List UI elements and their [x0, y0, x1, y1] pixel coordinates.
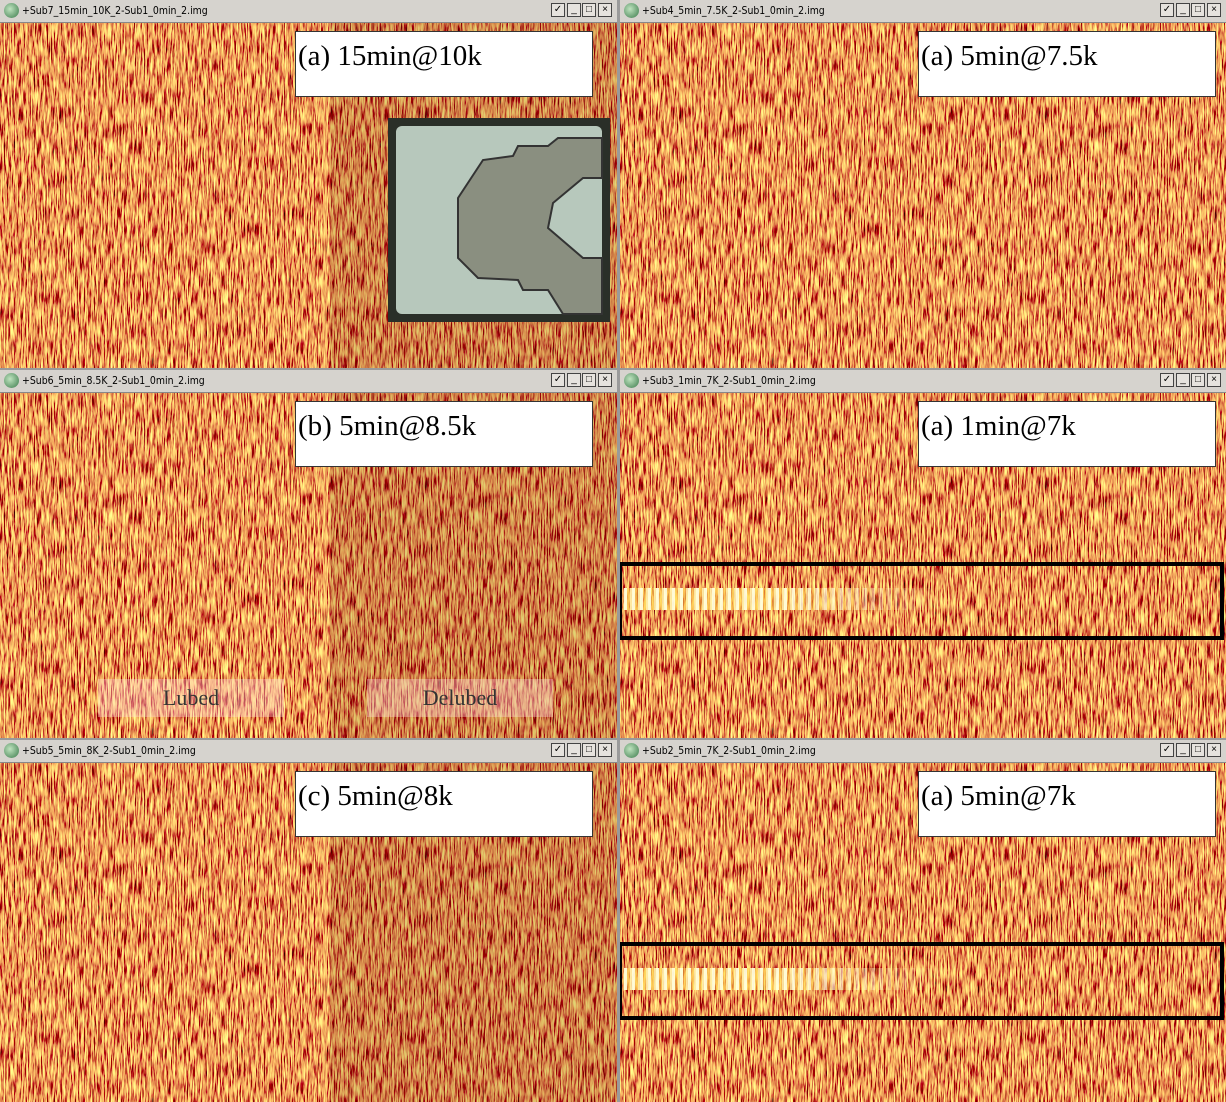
- close-button[interactable]: ×: [598, 743, 612, 757]
- window-label: (c) 5min@8k: [295, 771, 593, 837]
- checkbox-button[interactable]: ✓: [551, 743, 565, 757]
- image-area: (a) 1min@7k: [620, 393, 1226, 738]
- window-icon: [4, 743, 19, 758]
- image-area: (a) 5min@7k: [620, 763, 1226, 1102]
- window-label: (b) 5min@8.5k: [295, 401, 593, 467]
- image-window: +Sub4_5min_7.5K_2-Sub1_0min_2.img ✓_□× (a)…: [620, 0, 1226, 368]
- window-icon: [4, 3, 19, 18]
- window-icon: [624, 373, 639, 388]
- region-label: Delubed: [367, 679, 553, 717]
- window-label: (a) 5min@7k: [918, 771, 1216, 837]
- title-bar: +Sub4_5min_7.5K_2-Sub1_0min_2.img ✓_□×: [620, 0, 1226, 23]
- window-icon: [4, 373, 19, 388]
- title-bar: +Sub3_1min_7K_2-Sub1_0min_2.img ✓_□×: [620, 370, 1226, 393]
- image-window: +Sub6_5min_8.5K_2-Sub1_0min_2.img ✓_□× (b…: [0, 370, 617, 738]
- checkbox-button[interactable]: ✓: [551, 3, 565, 17]
- region-label: Lubed: [98, 679, 284, 717]
- maximize-button[interactable]: □: [582, 743, 596, 757]
- window-label: (a) 1min@7k: [918, 401, 1216, 467]
- close-button[interactable]: ×: [598, 3, 612, 17]
- image-area: (a) 5min@7.5k: [620, 23, 1226, 368]
- window-title: +Sub2_5min_7K_2-Sub1_0min_2.img: [642, 744, 816, 757]
- title-bar: +Sub5_5min_8K_2-Sub1_0min_2.img ✓_□×: [0, 740, 617, 763]
- window-label: (a) 5min@7.5k: [918, 31, 1216, 97]
- image-window: +Sub2_5min_7K_2-Sub1_0min_2.img ✓_□× (a) 5…: [620, 740, 1226, 1102]
- maximize-button[interactable]: □: [582, 373, 596, 387]
- checkbox-button[interactable]: ✓: [1160, 3, 1174, 17]
- minimize-button[interactable]: _: [567, 3, 581, 17]
- window-title: +Sub6_5min_8.5K_2-Sub1_0min_2.img: [22, 374, 205, 387]
- window-title: +Sub5_5min_8K_2-Sub1_0min_2.img: [22, 744, 196, 757]
- minimize-button[interactable]: _: [567, 373, 581, 387]
- checkbox-button[interactable]: ✓: [1160, 743, 1174, 757]
- image-area: (a) 15min@10k: [0, 23, 617, 368]
- minimize-button[interactable]: _: [1176, 373, 1190, 387]
- minimize-button[interactable]: _: [567, 743, 581, 757]
- close-button[interactable]: ×: [598, 373, 612, 387]
- window-icon: [624, 743, 639, 758]
- minimize-button[interactable]: _: [1176, 3, 1190, 17]
- maximize-button[interactable]: □: [1191, 743, 1205, 757]
- image-window: +Sub3_1min_7K_2-Sub1_0min_2.img ✓_□× (a) 1…: [620, 370, 1226, 738]
- maximize-button[interactable]: □: [1191, 373, 1205, 387]
- maximize-button[interactable]: □: [1191, 3, 1205, 17]
- page: (() => { const data = JSON.parse(documen…: [0, 0, 1226, 1102]
- sample-inset: [388, 118, 610, 322]
- image-window: +Sub5_5min_8K_2-Sub1_0min_2.img ✓_□× (c) …: [0, 740, 617, 1102]
- close-button[interactable]: ×: [1207, 3, 1221, 17]
- checkbox-button[interactable]: ✓: [1160, 373, 1174, 387]
- highlight-box: [620, 942, 1224, 1020]
- window-title: +Sub7_15min_10K_2-Sub1_0min_2.img: [22, 4, 208, 17]
- checkbox-button[interactable]: ✓: [551, 373, 565, 387]
- window-title: +Sub4_5min_7.5K_2-Sub1_0min_2.img: [642, 4, 825, 17]
- window-label: (a) 15min@10k: [295, 31, 593, 97]
- title-bar: +Sub7_15min_10K_2-Sub1_0min_2.img ✓_□×: [0, 0, 617, 23]
- window-title: +Sub3_1min_7K_2-Sub1_0min_2.img: [642, 374, 816, 387]
- minimize-button[interactable]: _: [1176, 743, 1190, 757]
- close-button[interactable]: ×: [1207, 373, 1221, 387]
- maximize-button[interactable]: □: [582, 3, 596, 17]
- image-area: (c) 5min@8k: [0, 763, 617, 1102]
- image-area: (b) 5min@8.5k Lubed Delubed: [0, 393, 617, 738]
- close-button[interactable]: ×: [1207, 743, 1221, 757]
- title-bar: +Sub6_5min_8.5K_2-Sub1_0min_2.img ✓_□×: [0, 370, 617, 393]
- title-bar: +Sub2_5min_7K_2-Sub1_0min_2.img ✓_□×: [620, 740, 1226, 763]
- highlight-box: [620, 562, 1224, 640]
- window-icon: [624, 3, 639, 18]
- image-window: +Sub7_15min_10K_2-Sub1_0min_2.img ✓_□× (a…: [0, 0, 617, 368]
